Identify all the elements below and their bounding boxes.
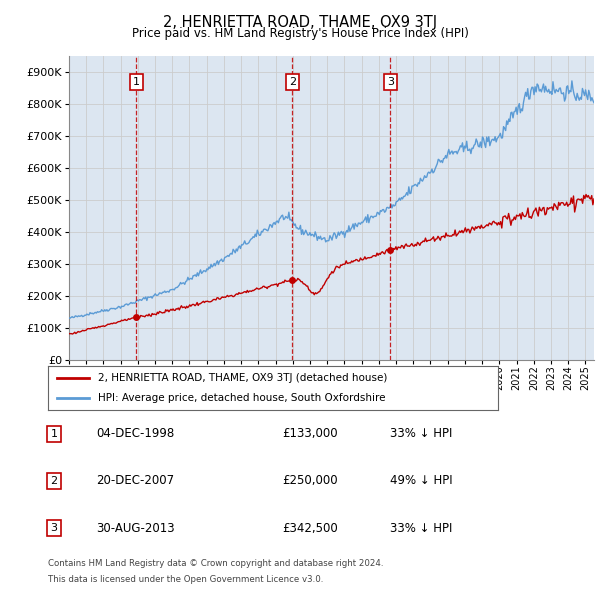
Text: 3: 3 bbox=[50, 523, 58, 533]
Text: Contains HM Land Registry data © Crown copyright and database right 2024.: Contains HM Land Registry data © Crown c… bbox=[48, 559, 383, 568]
Text: 2: 2 bbox=[50, 476, 58, 486]
Text: £133,000: £133,000 bbox=[282, 427, 338, 440]
Text: 2: 2 bbox=[289, 77, 296, 87]
Text: 3: 3 bbox=[386, 77, 394, 87]
Text: 2, HENRIETTA ROAD, THAME, OX9 3TJ (detached house): 2, HENRIETTA ROAD, THAME, OX9 3TJ (detac… bbox=[97, 373, 387, 383]
Text: Price paid vs. HM Land Registry's House Price Index (HPI): Price paid vs. HM Land Registry's House … bbox=[131, 27, 469, 40]
Text: 20-DEC-2007: 20-DEC-2007 bbox=[96, 474, 174, 487]
Text: HPI: Average price, detached house, South Oxfordshire: HPI: Average price, detached house, Sout… bbox=[97, 393, 385, 403]
Text: 49% ↓ HPI: 49% ↓ HPI bbox=[390, 474, 452, 487]
Text: £250,000: £250,000 bbox=[282, 474, 338, 487]
Text: 33% ↓ HPI: 33% ↓ HPI bbox=[390, 522, 452, 535]
Text: This data is licensed under the Open Government Licence v3.0.: This data is licensed under the Open Gov… bbox=[48, 575, 323, 584]
Text: 33% ↓ HPI: 33% ↓ HPI bbox=[390, 427, 452, 440]
Text: 2, HENRIETTA ROAD, THAME, OX9 3TJ: 2, HENRIETTA ROAD, THAME, OX9 3TJ bbox=[163, 15, 437, 30]
Text: 04-DEC-1998: 04-DEC-1998 bbox=[96, 427, 174, 440]
Text: 30-AUG-2013: 30-AUG-2013 bbox=[96, 522, 175, 535]
Text: 1: 1 bbox=[133, 77, 140, 87]
Text: 1: 1 bbox=[50, 429, 58, 438]
Text: £342,500: £342,500 bbox=[282, 522, 338, 535]
